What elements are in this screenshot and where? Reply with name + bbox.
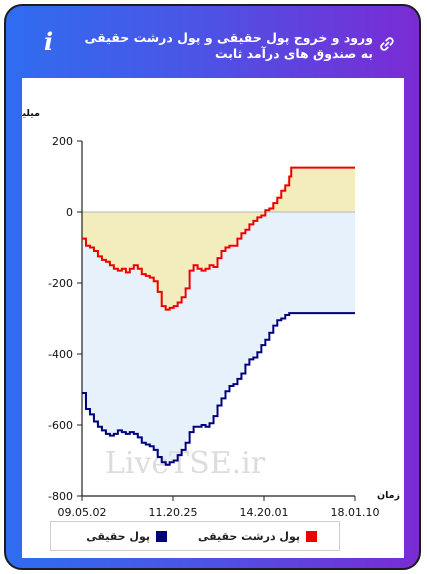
y-tick-label: -600 — [48, 419, 73, 432]
y-tick-label: -800 — [48, 490, 73, 503]
chart-legend: پول درشت حقیقی پول حقیقی — [50, 521, 340, 551]
legend-item-real-money[interactable]: پول حقیقی — [86, 529, 167, 543]
line-chart: -800 -600 -400 -200 0 200 09.05.02 11.20.25 14.2… — [22, 108, 400, 518]
legend-label-big-real-money: پول درشت حقیقی — [197, 529, 300, 543]
chart-header: i ورود و خروج پول حقیقی و پول درشت حقیقی… — [6, 6, 419, 76]
chart-panel: -800 -600 -400 -200 0 200 09.05.02 11.20.25 14.2… — [22, 78, 404, 558]
x-tick-label: 14.20.01 — [240, 506, 289, 518]
x-axis-label: زمان — [377, 490, 400, 501]
chart-title: ورود و خروج پول حقیقی و پول درشت حقیقی ب… — [84, 30, 373, 61]
series-line-real-money — [82, 312, 355, 466]
link-icon[interactable] — [379, 36, 395, 52]
y-tick-label: 200 — [52, 135, 73, 148]
legend-swatch-big-real-money — [306, 530, 317, 542]
x-tick-label: 09.05.02 — [58, 506, 107, 518]
series-line-big-real-money — [82, 166, 355, 311]
y-axis-label: میلیارد تومان — [22, 108, 40, 119]
legend-item-big-real-money[interactable]: پول درشت حقیقی — [198, 529, 317, 543]
chart-card: i ورود و خروج پول حقیقی و پول درشت حقیقی… — [4, 4, 421, 570]
y-tick-label: -200 — [48, 277, 73, 290]
y-tick-label: 0 — [66, 206, 73, 219]
x-tick-label: 11.20.25 — [149, 506, 198, 518]
area-fill-big-real-money — [82, 167, 355, 310]
legend-swatch-real-money — [156, 530, 167, 542]
y-tick-label: -400 — [48, 348, 73, 361]
info-icon[interactable]: i — [44, 27, 54, 56]
legend-label-real-money: پول حقیقی — [86, 529, 150, 543]
x-tick-label: 18.01.10 — [331, 506, 380, 518]
watermark: LiveTSE.ir — [105, 446, 266, 481]
